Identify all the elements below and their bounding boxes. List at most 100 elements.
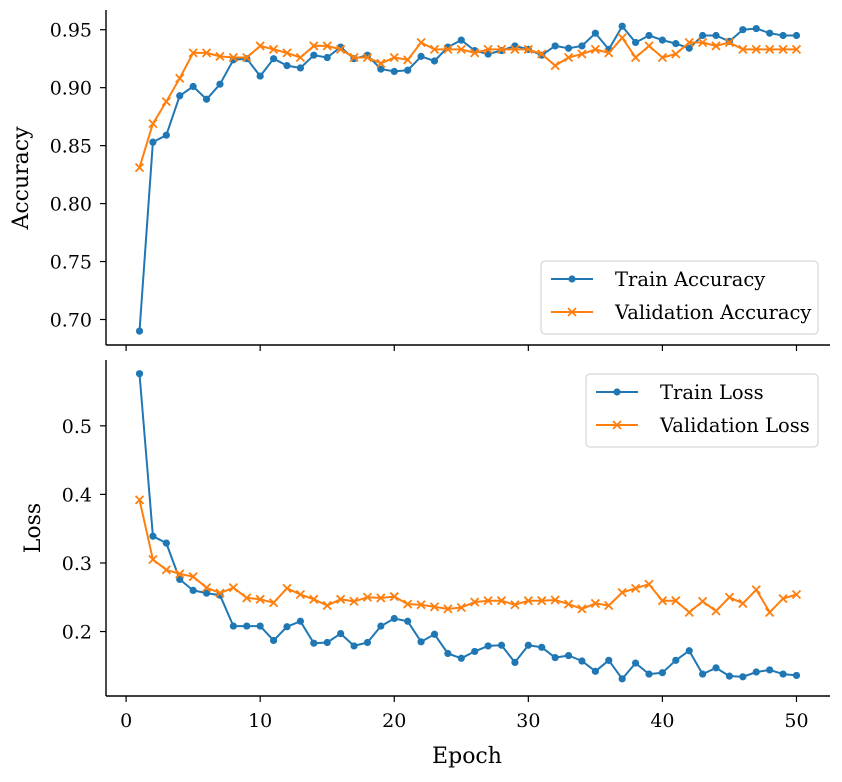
data-point-circle [390, 67, 398, 76]
data-point-x [671, 596, 681, 606]
data-point-x [376, 593, 386, 603]
data-point-circle [310, 51, 318, 59]
data-point-x [456, 44, 466, 55]
data-point-circle [404, 617, 412, 625]
data-point-x [590, 598, 601, 609]
data-point-x [335, 44, 346, 55]
data-point-x [644, 41, 654, 51]
data-point-x [751, 44, 761, 55]
data-point-x [429, 44, 440, 55]
data-point-x [148, 554, 158, 565]
data-point-circle [229, 622, 237, 630]
data-point-circle [296, 64, 305, 72]
data-point-circle [457, 36, 465, 44]
data-point-x [791, 44, 802, 55]
data-point-x [255, 594, 265, 604]
y-tick-label: 0.70 [50, 309, 92, 331]
data-point-circle [323, 53, 331, 62]
data-point-x [483, 596, 493, 606]
data-point-x [483, 44, 493, 55]
y-tick-label: 0.3 [62, 553, 92, 575]
data-point-x [134, 495, 145, 505]
x-tick-label: 50 [784, 710, 808, 732]
data-point-x [376, 58, 386, 68]
data-point-circle [471, 647, 479, 656]
legend-swatch-marker [568, 275, 576, 283]
data-point-x [778, 44, 788, 55]
data-point-circle [766, 666, 774, 674]
y-tick-label: 0.75 [50, 252, 92, 274]
y-tick-label: 0.2 [62, 622, 92, 644]
data-point-x [604, 600, 614, 611]
x-tick-label: 20 [382, 710, 406, 732]
data-point-circle [417, 638, 425, 646]
data-point-x [671, 49, 681, 59]
data-point-circle [404, 66, 412, 74]
data-point-circle [363, 638, 372, 647]
data-point-x [295, 52, 306, 63]
data-point-circle [497, 641, 506, 649]
data-point-circle [712, 664, 720, 672]
data-point-x [322, 41, 332, 51]
legend-box [540, 260, 819, 335]
data-point-x [738, 44, 748, 55]
data-point-x [362, 592, 373, 602]
data-point-circle [792, 671, 801, 680]
data-point-x [349, 52, 359, 63]
data-point-circle [645, 31, 653, 40]
x-tick-label: 30 [516, 710, 540, 732]
y-tick-label: 0.4 [62, 484, 92, 506]
data-point-x [175, 73, 185, 84]
data-point-x [724, 37, 735, 48]
legend-label: Validation Accuracy [614, 301, 811, 324]
data-point-x [550, 595, 560, 605]
data-point-x [349, 596, 359, 607]
data-point-x [429, 602, 440, 612]
data-point-circle [377, 622, 385, 630]
data-point-circle [685, 647, 693, 655]
data-point-circle [779, 31, 787, 40]
data-point-x [282, 583, 292, 593]
data-point-x [563, 52, 574, 63]
data-point-circle [658, 36, 667, 44]
data-point-x [496, 44, 507, 55]
data-point-circle [752, 24, 760, 33]
data-point-circle [484, 642, 492, 650]
data-point-circle [551, 654, 559, 662]
data-point-circle [430, 57, 439, 65]
data-point-x [523, 596, 533, 606]
data-point-x [684, 607, 694, 617]
data-point-x [697, 37, 708, 48]
data-point-x [496, 596, 507, 606]
data-point-x [711, 41, 721, 51]
data-point-x [161, 565, 171, 575]
data-point-x [215, 588, 225, 598]
data-point-circle [564, 651, 573, 660]
data-point-x [148, 118, 158, 129]
data-point-circle [725, 672, 734, 680]
data-point-circle [631, 38, 640, 47]
y-tick-label: 0.5 [62, 416, 92, 438]
data-point-x [416, 600, 426, 610]
data-point-x [657, 52, 668, 63]
data-point-circle [672, 40, 680, 48]
legend-label: Train Accuracy [615, 268, 765, 291]
data-point-x [510, 44, 520, 55]
data-point-circle [524, 641, 532, 649]
data-point-circle [417, 52, 425, 60]
data-point-circle [591, 29, 599, 37]
y-tick-label: 0.85 [50, 136, 92, 158]
data-point-x [161, 96, 171, 107]
data-point-x [228, 52, 239, 63]
data-point-x [443, 604, 453, 614]
data-point-circle [631, 659, 640, 667]
data-point-circle [444, 649, 452, 658]
data-point-circle [685, 44, 693, 52]
data-point-x [590, 44, 601, 55]
data-point-circle [269, 55, 278, 63]
data-point-x [697, 596, 708, 607]
data-point-circle [337, 630, 345, 638]
data-point-x [657, 596, 668, 606]
data-point-x [456, 602, 466, 613]
